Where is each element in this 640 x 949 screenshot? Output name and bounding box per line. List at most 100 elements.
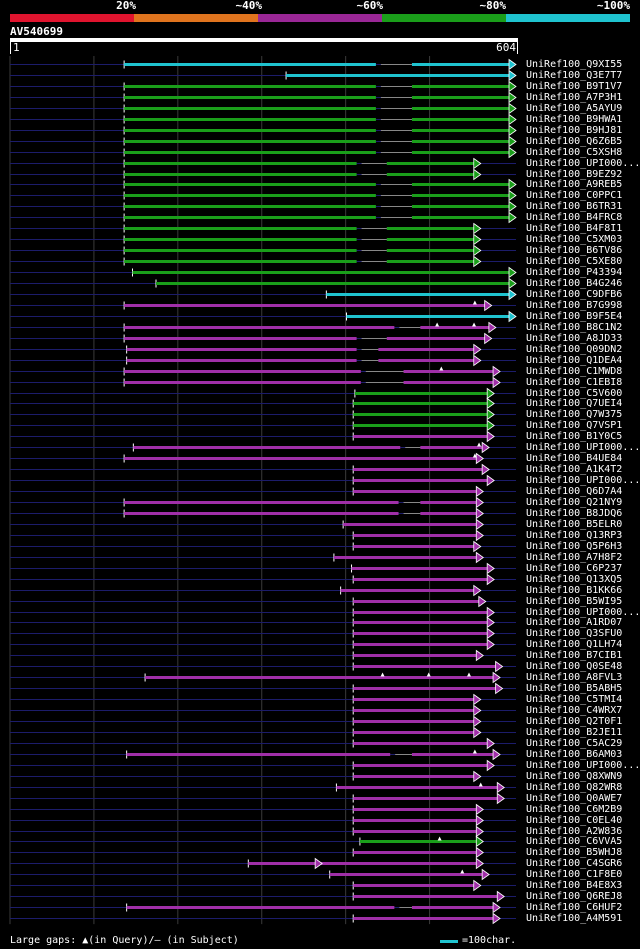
hit-label[interactable]: UniRef100_Q1LH74 (526, 638, 623, 650)
hit-label[interactable]: UniRef100_A7P3H1 (526, 91, 623, 103)
hit-label[interactable]: UniRef100_Q8XWN9 (526, 770, 623, 782)
hit-label[interactable]: UniRef100_A8FVL3 (526, 671, 623, 683)
hit-label[interactable]: UniRef100_UPI000... (526, 759, 640, 771)
hit-label[interactable]: UniRef100_C4SGR6 (526, 857, 623, 869)
hit-label[interactable]: UniRef100_Q2T0F1 (526, 715, 623, 727)
hit-label[interactable]: UniRef100_A1K4T2 (526, 463, 623, 475)
hit-label[interactable]: UniRef100_UPI000... (526, 157, 640, 169)
hit-bar (286, 74, 511, 77)
hit-label[interactable]: UniRef100_C5XE80 (526, 255, 623, 267)
hit-label[interactable]: UniRef100_C5TMI4 (526, 693, 623, 705)
hit-bar (124, 85, 376, 88)
hit-label[interactable]: UniRef100_B5WI95 (526, 595, 623, 607)
hit-label[interactable]: UniRef100_Q9XI55 (526, 58, 623, 70)
hit-label[interactable]: UniRef100_Q7W375 (526, 408, 623, 420)
hit-label[interactable]: UniRef100_A4M591 (526, 912, 623, 924)
hit-end-arrow (475, 846, 484, 859)
hit-bar (124, 337, 357, 340)
hit-label[interactable]: UniRef100_A9REB5 (526, 178, 623, 190)
hit-label[interactable]: UniRef100_UPI000... (526, 474, 640, 486)
hit-label[interactable]: UniRef100_C5V600 (526, 387, 623, 399)
hit-label[interactable]: UniRef100_C6VVA5 (526, 835, 623, 847)
legend-label: ~100% (596, 0, 630, 12)
hit-label[interactable]: UniRef100_B5ABH5 (526, 682, 623, 694)
hit-label[interactable]: UniRef100_Q6D7A4 (526, 485, 623, 497)
hit-label[interactable]: UniRef100_B9HJ81 (526, 124, 623, 136)
hit-label[interactable]: UniRef100_Q5P6H3 (526, 540, 623, 552)
hit-label[interactable]: UniRef100_Q1DEA4 (526, 354, 623, 366)
hit-bar (378, 359, 476, 362)
hit-end-arrow (486, 638, 495, 651)
hit-label[interactable]: UniRef100_Q21NY9 (526, 496, 623, 508)
hit-label[interactable]: UniRef100_C5XSH8 (526, 146, 623, 158)
hit-label[interactable]: UniRef100_UPI000... (526, 606, 640, 618)
hit-label[interactable]: UniRef100_P43394 (526, 266, 623, 278)
hit-label[interactable]: UniRef100_C4WRX7 (526, 704, 623, 716)
hit-label[interactable]: UniRef100_Q6REJ8 (526, 890, 623, 902)
hit-label[interactable]: UniRef100_C6M2B9 (526, 803, 623, 815)
hit-label[interactable]: UniRef100_C9DFB6 (526, 288, 623, 300)
hit-label[interactable]: UniRef100_Q09DN2 (526, 343, 623, 355)
hit-label[interactable]: UniRef100_A8JD33 (526, 332, 623, 344)
hit-label[interactable]: UniRef100_Q3SFU0 (526, 627, 623, 639)
hit-bar (411, 140, 511, 143)
hit-label[interactable]: UniRef100_A7H8F2 (526, 551, 623, 563)
hit-bar (124, 205, 376, 208)
hit-label[interactable]: UniRef100_B4UE84 (526, 452, 623, 464)
hit-label[interactable]: UniRef100_B9HWA1 (526, 113, 623, 125)
hit-label[interactable]: UniRef100_C5XM03 (526, 233, 623, 245)
hit-bar (386, 173, 476, 176)
hit-bar (420, 501, 479, 504)
hit-label[interactable]: UniRef100_B8JDQ6 (526, 507, 623, 519)
hit-label[interactable]: UniRef100_Q7VSP1 (526, 419, 623, 431)
hit-label[interactable]: UniRef100_B4E8X3 (526, 879, 623, 891)
hit-bar (353, 709, 476, 712)
hit-label[interactable]: UniRef100_B2JE11 (526, 726, 623, 738)
hit-label[interactable]: UniRef100_Q7UEI4 (526, 397, 623, 409)
hit-label[interactable]: UniRef100_Q3E7T7 (526, 69, 623, 81)
hit-label[interactable]: UniRef100_A2W836 (526, 825, 623, 837)
hit-label[interactable]: UniRef100_C6P237 (526, 562, 623, 574)
hit-label[interactable]: UniRef100_B5ELR0 (526, 518, 623, 530)
hit-label[interactable]: UniRef100_B1Y0C5 (526, 430, 623, 442)
hit-label[interactable]: UniRef100_C0EL40 (526, 814, 623, 826)
hit-bar (124, 63, 376, 66)
hit-label[interactable]: UniRef100_Q0AWE7 (526, 792, 623, 804)
hit-label[interactable]: UniRef100_B4FRC8 (526, 211, 623, 223)
legend-label: ~80% (479, 0, 507, 12)
hit-label[interactable]: UniRef100_B4G246 (526, 277, 623, 289)
hit-label[interactable]: UniRef100_C1EBI8 (526, 376, 623, 388)
hit-label[interactable]: UniRef100_B9T1V7 (526, 80, 623, 92)
hit-segment-arrow (314, 857, 323, 870)
hit-label[interactable]: UniRef100_B7CIB1 (526, 649, 623, 661)
hit-label[interactable]: UniRef100_B6TR31 (526, 200, 623, 212)
hit-label[interactable]: UniRef100_C0PPC1 (526, 189, 623, 201)
hit-label[interactable]: UniRef100_C1F8E0 (526, 868, 623, 880)
hit-label[interactable]: UniRef100_B5WHJ8 (526, 846, 623, 858)
hit-label[interactable]: UniRef100_C5AC29 (526, 737, 623, 749)
hit-end-arrow (508, 178, 517, 191)
hit-label[interactable]: UniRef100_B9F5E4 (526, 310, 623, 322)
hit-label[interactable]: UniRef100_B8C1N2 (526, 321, 623, 333)
hit-label[interactable]: UniRef100_Q13RP3 (526, 529, 623, 541)
hit-label[interactable]: UniRef100_B1KK66 (526, 584, 623, 596)
hit-label[interactable]: UniRef100_B7G998 (526, 299, 623, 311)
hit-end-arrow (508, 102, 517, 115)
hit-label[interactable]: UniRef100_UPI000... (526, 441, 640, 453)
hit-label[interactable]: UniRef100_Q6Z6B5 (526, 135, 623, 147)
hit-label[interactable]: UniRef100_B6TV86 (526, 244, 623, 256)
hit-label[interactable]: UniRef100_C6HUF2 (526, 901, 623, 913)
hit-label[interactable]: UniRef100_C1MWD8 (526, 365, 623, 377)
hit-bar (411, 906, 496, 909)
hit-label[interactable]: UniRef100_B6AM03 (526, 748, 623, 760)
hit-bar (353, 731, 476, 734)
hit-label[interactable]: UniRef100_Q82WR8 (526, 781, 623, 793)
hit-label[interactable]: UniRef100_B9EZ92 (526, 168, 623, 180)
hit-label[interactable]: UniRef100_A5AYU9 (526, 102, 623, 114)
hit-bar (124, 227, 357, 230)
hit-label[interactable]: UniRef100_A1RD07 (526, 616, 623, 628)
hit-end-arrow (492, 671, 501, 684)
hit-label[interactable]: UniRef100_Q13XQ5 (526, 573, 623, 585)
hit-label[interactable]: UniRef100_Q0SE48 (526, 660, 623, 672)
hit-label[interactable]: UniRef100_B4F8I1 (526, 222, 623, 234)
